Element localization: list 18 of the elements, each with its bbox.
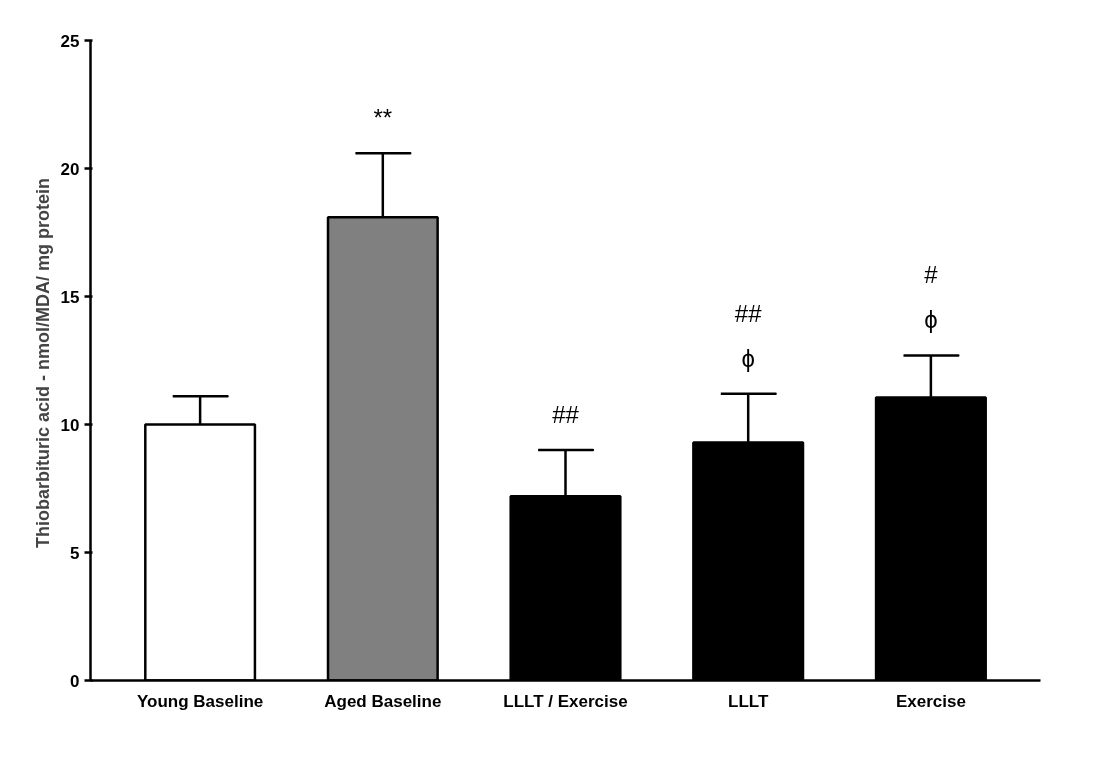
y-tick-label: 5	[70, 543, 80, 563]
annotation: ##	[734, 299, 763, 327]
x-tick-label: LLLT / Exercise	[503, 691, 628, 711]
y-axis-title: Thiobarbituric acid - nmol/MDA/ mg protein	[32, 177, 53, 548]
x-tick-label: Exercise	[895, 691, 966, 711]
annotation: ##	[552, 401, 580, 429]
x-tick-label: Aged Baseline	[324, 691, 442, 711]
annotation: #	[924, 261, 939, 289]
annotation: ϕ	[741, 344, 755, 372]
y-tick-label: 10	[60, 415, 80, 435]
y-tick-label: 20	[60, 159, 80, 179]
x-tick-label: LLLT	[728, 691, 769, 711]
y-tick-label: 0	[70, 671, 80, 691]
annotation: ϕ	[924, 306, 938, 334]
y-tick-label: 15	[60, 287, 80, 307]
annotation: **	[373, 104, 393, 132]
y-tick-label: 25	[60, 31, 80, 51]
x-tick-label: Young Baseline	[136, 691, 264, 711]
